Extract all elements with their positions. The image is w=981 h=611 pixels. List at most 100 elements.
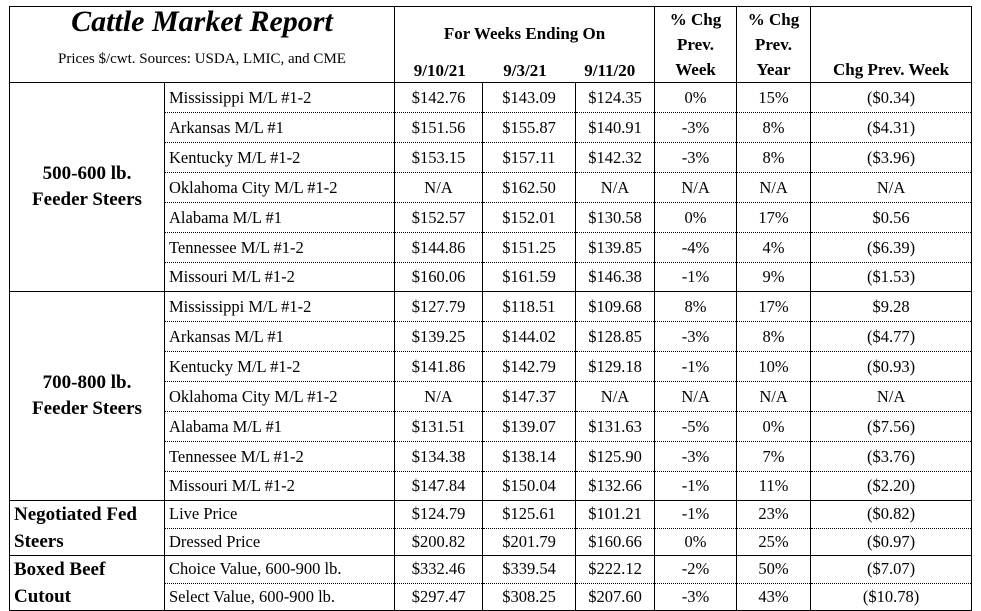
table-row: 700-800 lb. Feeder Steers Mississippi M/L … [9, 291, 973, 501]
chg-week-cell: ($6.39) [810, 232, 973, 263]
pct-week-cell: -3% [654, 582, 738, 611]
date-header: 9/3/21 [503, 61, 547, 80]
table-row: Tennessee M/L #1-2 $134.38 $138.14 $125.90-… [10, 441, 973, 472]
price-cell: $142.32 [574, 142, 656, 173]
table-row: Select Value, 600-900 lb. $297.47 $308.25 $… [10, 582, 973, 611]
price-cell: $142.76 [394, 82, 483, 113]
price-cell: $124.35 [574, 82, 656, 113]
price-cell: $308.25 [482, 582, 576, 611]
price-cell: $140.91 [574, 112, 656, 143]
pct-week-cell: -2% [654, 555, 738, 584]
pct-year-cell: 43% [736, 582, 812, 611]
pct-week-cell: 0% [654, 82, 738, 113]
table-row: Kentucky M/L #1-2 $141.86 $142.79 $129.18 -1… [10, 351, 973, 382]
header-line: Year [756, 60, 791, 79]
price-cell: N/A [394, 172, 483, 203]
pct-week-cell: 0% [654, 202, 738, 233]
pct-year-cell: 0% [736, 411, 812, 442]
pct-year-cell: 11% [736, 471, 812, 501]
price-cell: $151.25 [482, 232, 576, 263]
price-cell: $155.87 [482, 112, 576, 143]
market-label: Missouri M/L #1-2 [164, 262, 395, 292]
chg-week-cell: ($0.97) [810, 527, 973, 556]
market-label: Arkansas M/L #1 [164, 112, 395, 143]
price-cell: $143.09 [482, 82, 576, 113]
pct-year-cell: 17% [736, 202, 812, 233]
price-cell: N/A [394, 381, 483, 412]
price-cell: $109.68 [574, 291, 656, 322]
chg-week-cell: ($3.76) [810, 441, 973, 472]
header-line: % Chg [669, 10, 722, 29]
table-row: Boxed Beef Cutout Choice Value, 600-900 lb… [9, 555, 973, 611]
group-label-line: Feeder Steers [32, 189, 142, 210]
market-label: Alabama M/L #1 [164, 411, 395, 442]
group-label: 500-600 lb. Feeder Steers [9, 82, 165, 292]
price-cell: $139.25 [394, 321, 483, 352]
price-cell: $150.04 [482, 471, 576, 501]
pct-week-cell: N/A [654, 381, 738, 412]
price-cell: $339.54 [482, 555, 576, 584]
pct-year-cell: 8% [736, 112, 812, 143]
price-cell: $144.86 [394, 232, 483, 263]
chg-week-cell: ($10.78) [810, 582, 973, 611]
group-label-line: 700-800 lb. [42, 372, 132, 393]
price-cell: $146.38 [574, 262, 656, 292]
pct-week-cell: -3% [654, 112, 738, 143]
pct-week-cell: N/A [654, 172, 738, 203]
price-cell: $130.58 [574, 202, 656, 233]
price-cell: N/A [574, 172, 656, 203]
pct-year-cell: 50% [736, 555, 812, 584]
price-cell: $157.11 [482, 142, 576, 173]
price-cell: $127.79 [394, 291, 483, 322]
price-cell: $138.14 [482, 441, 576, 472]
chg-week-cell: $9.28 [810, 291, 973, 322]
price-cell: $332.46 [394, 555, 483, 584]
pct-week-cell: -5% [654, 411, 738, 442]
title-cell: Cattle Market Report Prices $/cwt. Sourc… [9, 6, 395, 83]
chg-week-cell: ($3.96) [810, 142, 973, 173]
table-row: 500-600 lb. Feeder Steers Mississippi M/L … [9, 82, 973, 292]
price-cell: $147.37 [482, 381, 576, 412]
group-label-line: Steers [14, 531, 64, 552]
pct-week-cell: -4% [654, 232, 738, 263]
chg-week-cell: ($2.20) [810, 471, 973, 501]
table-row: Arkansas M/L #1 $139.25 $144.02 $128.85 -3% 8… [10, 321, 973, 352]
price-cell: $132.66 [574, 471, 656, 501]
pct-week-cell: -1% [654, 471, 738, 501]
chg-week-cell: ($0.82) [810, 500, 973, 529]
table-row: Missouri M/L #1-2 $147.84 $150.04 $132.66 -1… [10, 471, 973, 501]
market-label: Kentucky M/L #1-2 [164, 142, 395, 173]
chg-week-cell: $0.56 [810, 202, 973, 233]
table-row: Oklahoma City M/L #1-2 N/A $162.50 N/A N/A N/… [10, 172, 973, 203]
table-row: Arkansas M/L #1 $151.56 $155.87 $140.91 -3% 8… [10, 112, 973, 143]
table-row: Alabama M/L #1 $152.57 $152.01 $130.58 0% 17%… [10, 202, 973, 233]
price-cell: $151.56 [394, 112, 483, 143]
price-cell: $141.86 [394, 351, 483, 382]
market-label: Select Value, 600-900 lb. [164, 582, 395, 611]
price-cell: $125.61 [482, 500, 576, 529]
market-label: Oklahoma City M/L #1-2 [164, 172, 395, 203]
pct-prev-week-header: % Chg Prev. Week [654, 6, 738, 83]
pct-year-cell: 4% [736, 232, 812, 263]
header-line: Prev. [677, 35, 715, 54]
pct-week-cell: 0% [654, 527, 738, 556]
pct-year-cell: N/A [736, 381, 812, 412]
price-cell: $201.79 [482, 527, 576, 556]
market-label: Choice Value, 600-900 lb. [164, 555, 395, 584]
pct-week-cell: -1% [654, 500, 738, 529]
price-cell: $101.21 [574, 500, 656, 529]
report-subtitle: Prices $/cwt. Sources: USDA, LMIC, and C… [58, 51, 346, 67]
pct-week-cell: -3% [654, 321, 738, 352]
price-cell: $131.51 [394, 411, 483, 442]
price-cell: $162.50 [482, 172, 576, 203]
pct-year-cell: 15% [736, 82, 812, 113]
price-cell: $129.18 [574, 351, 656, 382]
pct-week-cell: -1% [654, 262, 738, 292]
market-label: Mississippi M/L #1-2 [164, 291, 395, 322]
price-cell: $222.12 [574, 555, 656, 584]
chg-week-cell: ($4.77) [810, 321, 973, 352]
chg-week-cell: N/A [810, 381, 973, 412]
price-cell: N/A [574, 381, 656, 412]
market-label: Dressed Price [164, 527, 395, 556]
header-line: Week [675, 60, 716, 79]
